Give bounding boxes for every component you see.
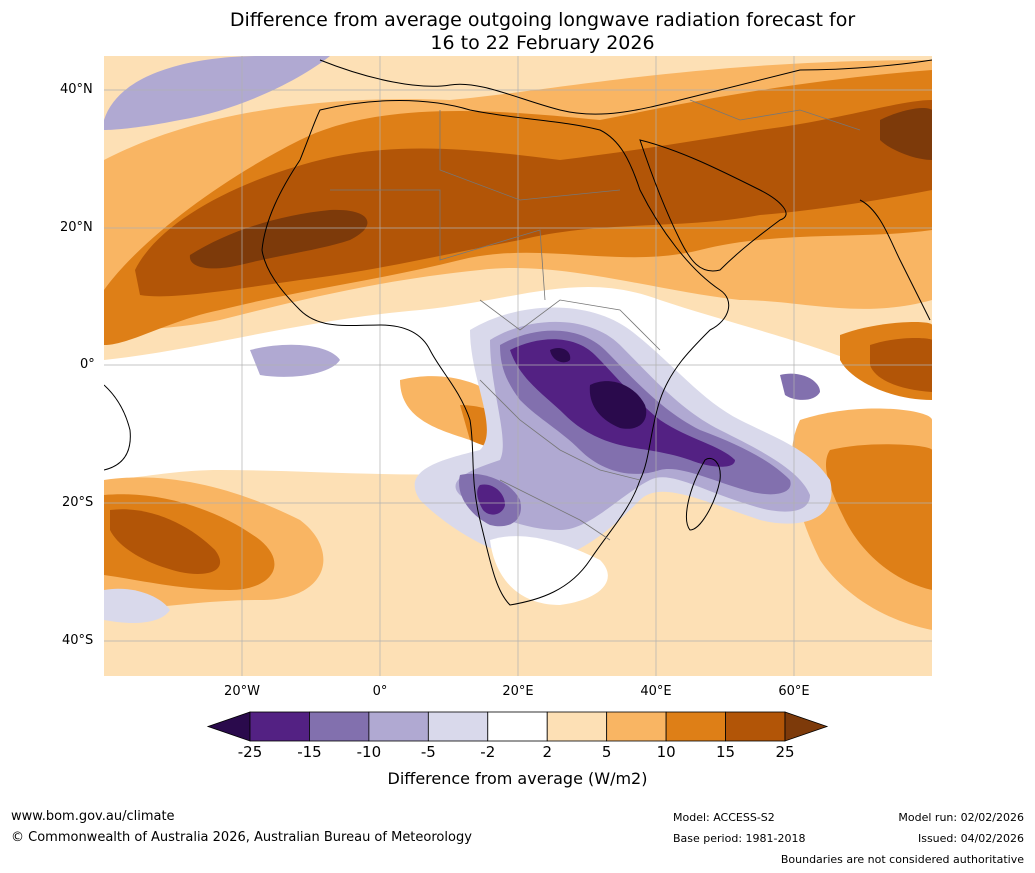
south-america-coastline	[104, 384, 131, 471]
chart-title: Difference from average outgoing longwav…	[0, 9, 1035, 55]
anomaly-very-strong-north	[135, 100, 932, 297]
colorbar-tick-label: 15	[716, 743, 736, 761]
africa-coastline	[261, 100, 730, 606]
colorbar-tick-label: 25	[775, 743, 795, 761]
colorbar-tick-label: -10	[356, 743, 382, 761]
anomaly-extreme-arabia	[880, 108, 932, 160]
anomaly-strong-east	[825, 444, 932, 590]
lat-label-20n: 20°N	[60, 220, 93, 235]
footer-disclaimer: Boundaries are not considered authoritat…	[780, 853, 1024, 866]
border-central	[479, 299, 661, 351]
footer-issued: Issued: 04/02/2026	[917, 832, 1024, 845]
gridlines	[104, 56, 932, 676]
europe-coastline	[319, 59, 932, 115]
colorbar	[206, 711, 829, 742]
anomaly-weak-negative-atlantic	[104, 588, 170, 623]
colorbar-extend-low	[206, 711, 251, 742]
coastlines	[104, 59, 932, 606]
colorbar-swatch	[606, 711, 667, 742]
border-sahara	[330, 189, 546, 301]
colorbar-tick-label: 5	[601, 743, 612, 761]
border-middle-east	[689, 99, 861, 131]
india-coastline	[859, 199, 931, 321]
anomaly-strong-negative-southwest	[477, 484, 505, 515]
lat-label-40s: 40°S	[62, 633, 94, 648]
colorbar-swatch	[665, 711, 726, 742]
lon-label-20e: 20°E	[502, 684, 534, 699]
title-line-2: 16 to 22 February 2026	[430, 32, 655, 54]
footer-model: Model: ACCESS-S2	[673, 811, 775, 824]
anomaly-very-strong-south	[110, 509, 221, 574]
border-north-africa	[439, 110, 621, 201]
lon-label-40e: 40°E	[640, 684, 672, 699]
colorbar-swatch	[725, 711, 786, 742]
footer-copyright: © Commonwealth of Australia 2026, Austra…	[11, 830, 472, 845]
lon-label-60e: 60°E	[778, 684, 810, 699]
colorbar-tick-label: 10	[656, 743, 676, 761]
anomaly-extreme-negative-lakes	[589, 381, 647, 429]
colorbar-tick-label: -25	[237, 743, 263, 761]
border-equatorial	[479, 379, 641, 481]
lat-label-eq: 0°	[80, 357, 95, 372]
footer-website[interactable]: www.bom.gov.au/climate	[11, 809, 175, 824]
colorbar-tick-label: 2	[542, 743, 552, 761]
colorbar-swatch	[309, 711, 370, 742]
colorbar-swatch	[487, 711, 548, 742]
madagascar-coastline	[686, 457, 721, 531]
colorbar-tick-label: -5	[420, 743, 436, 761]
country-borders	[330, 99, 861, 541]
colorbar-title: Difference from average (W/m2)	[387, 769, 648, 788]
anomaly-weak-negative-north	[104, 56, 330, 130]
lat-label-20s: 20°S	[62, 495, 94, 510]
colorbar-tick-label: -15	[297, 743, 322, 761]
border-southern	[499, 479, 611, 541]
arabia-coastline	[639, 139, 787, 272]
footer-base-period: Base period: 1981-2018	[673, 832, 806, 845]
anomaly-extreme-negative-north	[550, 348, 571, 363]
colorbar-swatch	[546, 711, 608, 742]
colorbar-swatch	[427, 711, 489, 742]
anomaly-weak-negative-west-africa	[250, 344, 340, 377]
anomaly-neutral-south-africa	[490, 536, 608, 605]
colorbar-swatch	[249, 711, 310, 742]
lat-label-40n: 40°N	[60, 82, 93, 97]
lon-label-20w: 20°W	[224, 684, 260, 699]
colorbar-swatch	[368, 711, 429, 742]
colorbar-tick-label: -2	[480, 743, 496, 761]
colorbar-extend-high	[784, 711, 829, 742]
footer-model-run: Model run: 02/02/2026	[898, 811, 1024, 824]
anomaly-negative-madagascar-east	[780, 373, 820, 400]
lon-label-0: 0°	[372, 684, 388, 699]
title-line-1: Difference from average outgoing longwav…	[229, 9, 856, 31]
anomaly-extreme-sahara	[189, 209, 368, 269]
